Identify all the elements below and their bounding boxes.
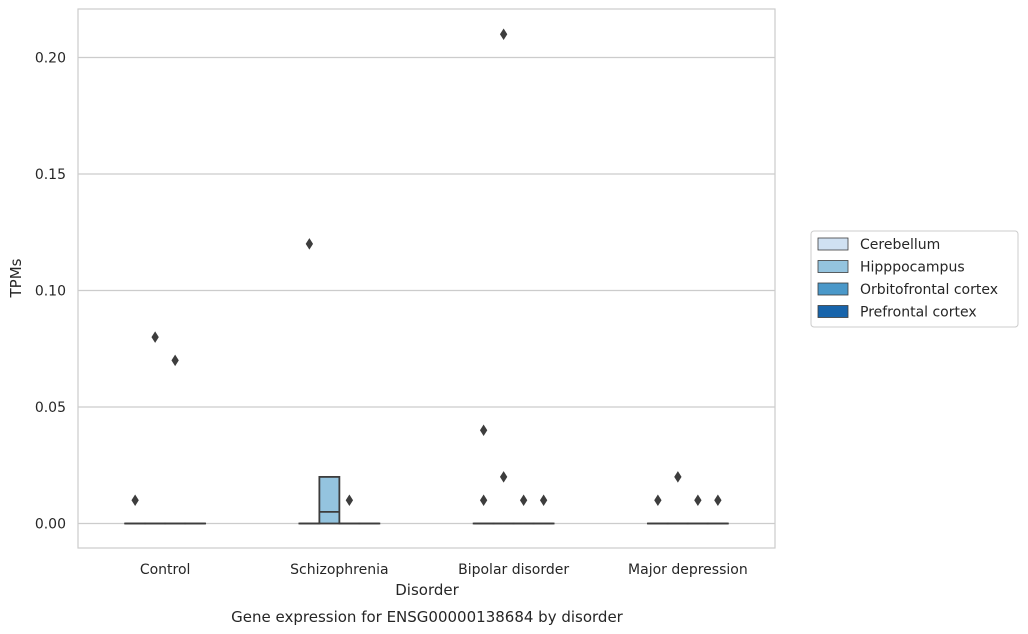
x-tick-label: Control [140, 562, 191, 578]
outlier-points [131, 28, 722, 506]
legend-item: Prefrontal cortex [817, 305, 977, 321]
outlier-point [654, 494, 662, 506]
legend-swatch [817, 260, 849, 273]
outlier-point [694, 494, 702, 506]
outlier-point [539, 494, 548, 506]
x-tick-label: Major depression [628, 562, 748, 578]
y-tick-label: 0.15 [35, 167, 66, 183]
outlier-point [674, 471, 682, 483]
legend-frame [810, 230, 1019, 328]
outlier-point [714, 494, 722, 506]
x-tick-label: Bipolar disorder [458, 562, 569, 578]
outlier-point [519, 494, 528, 506]
box-groups [124, 475, 729, 525]
y-tick-label: 0.00 [35, 517, 66, 533]
grid-lines [78, 56, 775, 525]
legend-item: Orbitofrontal cortex [817, 282, 998, 298]
y-tick-label: 0.20 [35, 51, 66, 67]
legend-item: Hipppocampus [817, 260, 965, 276]
outlier-point [479, 494, 488, 506]
outlier-point [305, 238, 314, 250]
x-axis-label: Disorder [395, 581, 459, 599]
legend-label: Hipppocampus [860, 260, 965, 276]
y-tick-label: 0.10 [35, 284, 66, 300]
plot-area-frame [77, 8, 776, 549]
outlier-point [151, 331, 159, 343]
chart-caption: Gene expression for ENSG00000138684 by d… [231, 608, 624, 626]
legend-label: Prefrontal cortex [860, 305, 977, 321]
legend-swatch [817, 305, 849, 318]
outlier-point [131, 494, 139, 506]
box-body [318, 475, 341, 525]
legend-swatch [817, 282, 849, 296]
y-axis-label: TPMs [7, 258, 25, 298]
outlier-point [345, 494, 354, 506]
legend-label: Orbitofrontal cortex [860, 282, 998, 298]
x-tick-label: Schizophrenia [290, 562, 388, 578]
legend-item: Cerebellum [817, 237, 940, 253]
legend: Cerebellum Hipppocampus Orbitofrontal cort… [810, 230, 1019, 328]
outlier-point [499, 28, 508, 40]
outlier-point [479, 424, 488, 437]
box [318, 475, 341, 525]
y-tick-labels: 0.00 0.05 0.10 0.15 0.20 [35, 51, 66, 533]
outlier-point [499, 471, 508, 483]
y-tick-label: 0.05 [35, 400, 66, 416]
outlier-point [171, 354, 179, 367]
legend-label: Cerebellum [860, 237, 940, 253]
legend-swatch [817, 237, 849, 251]
x-tick-labels: Control Schizophrenia Bipolar disorder Majo… [140, 562, 748, 578]
